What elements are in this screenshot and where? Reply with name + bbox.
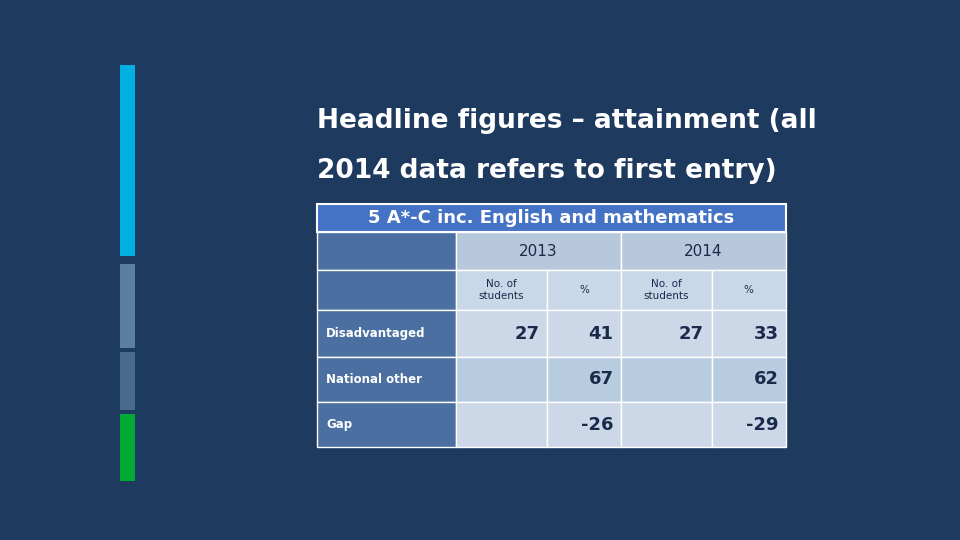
- Text: 2014 data refers to first entry): 2014 data refers to first entry): [317, 158, 777, 184]
- Text: 27: 27: [679, 325, 704, 343]
- Bar: [317, 232, 456, 270]
- Bar: [120, 352, 134, 410]
- Text: 2014: 2014: [684, 244, 723, 259]
- Text: 2013: 2013: [519, 244, 558, 259]
- Bar: [317, 357, 456, 402]
- Text: -29: -29: [746, 416, 779, 434]
- Bar: [621, 270, 711, 310]
- Text: Headline figures – attainment (all: Headline figures – attainment (all: [317, 109, 817, 134]
- Bar: [621, 402, 711, 447]
- Bar: [120, 265, 134, 348]
- Text: Disadvantaged: Disadvantaged: [326, 327, 425, 340]
- Bar: [621, 232, 786, 270]
- Bar: [456, 357, 546, 402]
- Text: 27: 27: [515, 325, 540, 343]
- Bar: [317, 270, 456, 310]
- Bar: [546, 402, 621, 447]
- Bar: [711, 357, 786, 402]
- Text: 41: 41: [588, 325, 613, 343]
- Bar: [711, 310, 786, 357]
- Bar: [546, 270, 621, 310]
- Text: -26: -26: [581, 416, 613, 434]
- Bar: [621, 310, 711, 357]
- Text: %: %: [744, 285, 754, 295]
- Text: National other: National other: [326, 373, 422, 386]
- Bar: [546, 357, 621, 402]
- Bar: [317, 204, 786, 232]
- Text: Gap: Gap: [326, 418, 352, 431]
- Bar: [711, 402, 786, 447]
- Bar: [456, 270, 546, 310]
- Text: 33: 33: [754, 325, 779, 343]
- Bar: [546, 310, 621, 357]
- Text: %: %: [579, 285, 588, 295]
- Text: 62: 62: [754, 370, 779, 388]
- Bar: [456, 402, 546, 447]
- Bar: [317, 402, 456, 447]
- Text: No. of
students: No. of students: [643, 280, 689, 301]
- Text: No. of
students: No. of students: [479, 280, 524, 301]
- Bar: [711, 270, 786, 310]
- Bar: [456, 232, 621, 270]
- Bar: [120, 65, 134, 256]
- Bar: [621, 357, 711, 402]
- Bar: [120, 414, 134, 481]
- Bar: [456, 310, 546, 357]
- Text: 5 A*-C inc. English and mathematics: 5 A*-C inc. English and mathematics: [369, 209, 734, 227]
- Bar: [317, 310, 456, 357]
- Text: 67: 67: [588, 370, 613, 388]
